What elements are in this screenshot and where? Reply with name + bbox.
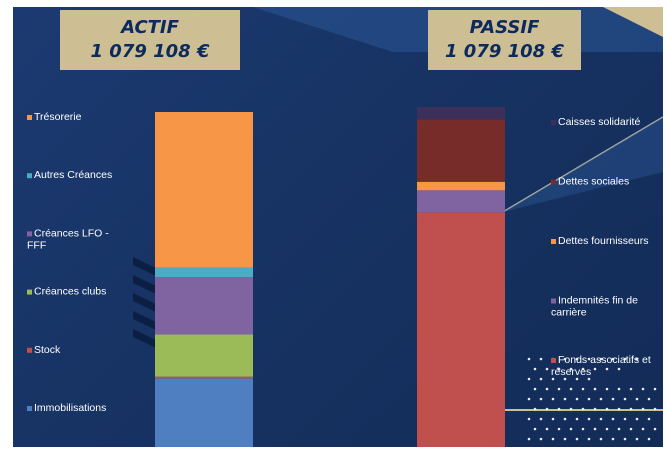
bar-segment-passif-dettes-fournisseurs xyxy=(417,181,505,191)
legend-item-actif-autres-creances: Autres Créances xyxy=(27,169,112,181)
passif-total: 1 079 108 € xyxy=(445,41,564,62)
legend-label: Dettes sociales xyxy=(558,176,629,188)
legend-label: Trésorerie xyxy=(34,111,82,123)
legend-label: Stock xyxy=(34,344,61,356)
legend-swatch xyxy=(27,347,32,353)
actif-title: ACTIF xyxy=(121,17,179,38)
dot-pattern xyxy=(527,357,657,441)
legend-item-passif-dettes-sociales: Dettes sociales xyxy=(551,176,629,188)
actif-total: 1 079 108 € xyxy=(90,41,210,62)
legend-label: Créances LFO -FFF xyxy=(27,227,109,251)
legend-label: Caisses solidarité xyxy=(558,116,640,128)
legend-label: Dettes fournisseurs xyxy=(558,235,648,247)
legend-swatch xyxy=(27,115,32,120)
legend-swatch xyxy=(551,358,556,363)
slide: ACTIF 1 079 108 € PASSIF 1 079 108 € Tré… xyxy=(13,7,663,447)
stripe-decoration xyxy=(133,257,158,349)
legend-swatch xyxy=(551,239,556,244)
legend-swatch xyxy=(551,179,556,185)
bar-segment-actif-creances-lfo-fff xyxy=(155,277,253,335)
legend-item-passif-caisses-solidarite: Caisses solidarité xyxy=(551,116,640,128)
stacked-bar-charts: Trésorerie Autres Créances Créances LFO -F… xyxy=(27,107,651,447)
legend-label: Fonds associatifs et réserves xyxy=(551,354,651,378)
legend-item-actif-creances-clubs: Créances clubs xyxy=(27,286,106,298)
passif-title: PASSIF xyxy=(469,17,540,38)
legend-item-actif-stock: Stock xyxy=(27,344,61,356)
bar-segment-passif-fonds-associatifs-et-reserves xyxy=(417,212,505,447)
legend-item-passif-indemnites-fin-de-carriere: Indemnités fin de carrière xyxy=(551,295,638,319)
passif-title-box: PASSIF 1 079 108 € xyxy=(428,10,581,70)
legend-label: Créances clubs xyxy=(34,286,106,298)
bar-segment-actif-stock xyxy=(155,376,253,379)
legend-item-actif-tresorerie: Trésorerie xyxy=(27,111,82,123)
legend-label: Immobilisations xyxy=(34,402,106,414)
legend-swatch xyxy=(551,120,556,125)
legend-item-passif-fonds-associatifs-et-reserves: Fonds associatifs et réserves xyxy=(551,354,651,378)
legend-swatch xyxy=(27,406,32,411)
legend-label: Indemnités fin de carrière xyxy=(551,295,638,319)
legend-label: Autres Créances xyxy=(34,169,112,181)
legend-swatch xyxy=(551,298,556,304)
actif-title-box: ACTIF 1 079 108 € xyxy=(60,10,240,70)
bar-segment-passif-indemnites-fin-de-carriere xyxy=(417,190,505,213)
bar-segment-passif-caisses-solidarite xyxy=(417,107,505,120)
bar-segment-passif-dettes-sociales xyxy=(417,119,505,182)
legend-swatch xyxy=(27,231,32,237)
legend-swatch xyxy=(27,173,32,179)
legend-item-actif-creances-lfo-fff: Créances LFO -FFF xyxy=(27,227,109,251)
bar-segment-actif-autres-creances xyxy=(155,267,253,278)
legend-swatch xyxy=(27,289,32,295)
legend-item-actif-immobilisations: Immobilisations xyxy=(27,402,106,414)
bar-segment-actif-immobilisations xyxy=(155,378,253,447)
bar-segment-actif-tresorerie xyxy=(155,112,253,268)
legend-item-passif-dettes-fournisseurs: Dettes fournisseurs xyxy=(551,235,648,247)
bar-segment-actif-creances-clubs xyxy=(155,334,253,377)
